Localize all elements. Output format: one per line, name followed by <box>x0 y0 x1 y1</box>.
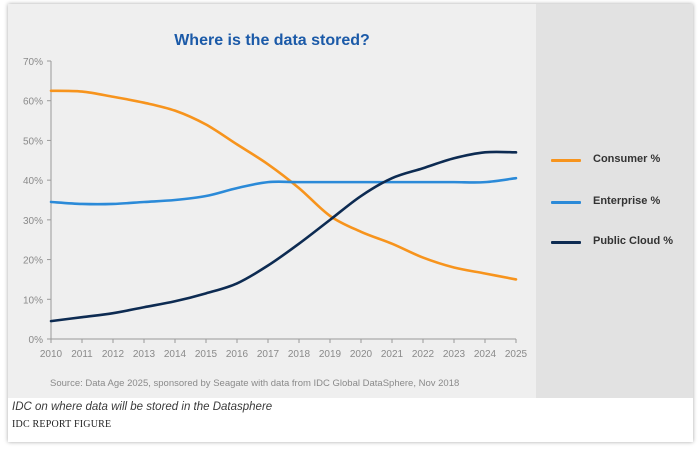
legend-swatch-enterprise <box>551 201 581 204</box>
figure-caption: IDC on where data will be stored in the … <box>12 401 273 413</box>
figure: 0% 10% 20% 30% 40% 50% 60% 70% 2010 2011 2012 2013 2… <box>8 4 693 442</box>
x-tick-label: 2018 <box>288 349 311 360</box>
chart-plot: 0% 10% 20% 30% 40% 50% 60% 70% 2010 2011 2012 2013 2… <box>23 57 528 360</box>
x-tick-label: 2024 <box>474 349 497 360</box>
x-tick-label: 2012 <box>102 349 125 360</box>
chart-title: Where is the data stored? <box>174 32 370 49</box>
x-tick-label: 2025 <box>505 349 528 360</box>
y-tick-label: 50% <box>23 136 43 147</box>
legend-swatch-consumer <box>551 159 581 162</box>
x-tick-label: 2016 <box>226 349 249 360</box>
axes: 0% 10% 20% 30% 40% 50% 60% 70% 2010 2011 2012 2013 2… <box>23 57 528 360</box>
y-tick-label: 20% <box>23 256 43 267</box>
x-tick-label: 2019 <box>319 349 342 360</box>
x-tick-label: 2015 <box>195 349 218 360</box>
legend-swatch-public-cloud <box>551 241 581 244</box>
x-tick-label: 2014 <box>164 349 187 360</box>
x-tick-label: 2021 <box>381 349 404 360</box>
x-tick-label: 2023 <box>443 349 466 360</box>
x-tick-label: 2020 <box>350 349 373 360</box>
y-tick-label: 60% <box>23 97 43 108</box>
series-line-enterprise <box>49 176 518 206</box>
x-tick-label: 2013 <box>133 349 156 360</box>
y-tick-label: 40% <box>23 176 43 187</box>
x-tick-label: 2022 <box>412 349 435 360</box>
series-line-consumer <box>49 89 518 281</box>
figure-credit: IDC REPORT FIGURE <box>12 419 112 430</box>
legend-label-consumer: Consumer % <box>593 153 661 165</box>
y-tick-label: 30% <box>23 216 43 227</box>
x-tick-label: 2017 <box>257 349 280 360</box>
x-tick-label: 2011 <box>71 349 93 360</box>
y-tick-label: 0% <box>29 335 44 346</box>
legend-label-enterprise: Enterprise % <box>593 195 661 207</box>
y-tick-label: 10% <box>23 295 43 306</box>
y-tick-label: 70% <box>23 57 43 68</box>
source-note: Source: Data Age 2025, sponsored by Seag… <box>50 378 460 389</box>
series-lines <box>49 89 518 323</box>
legend-label-public-cloud: Public Cloud % <box>593 235 674 247</box>
x-tick-label: 2010 <box>40 349 63 360</box>
series-line-public-cloud <box>49 150 518 323</box>
